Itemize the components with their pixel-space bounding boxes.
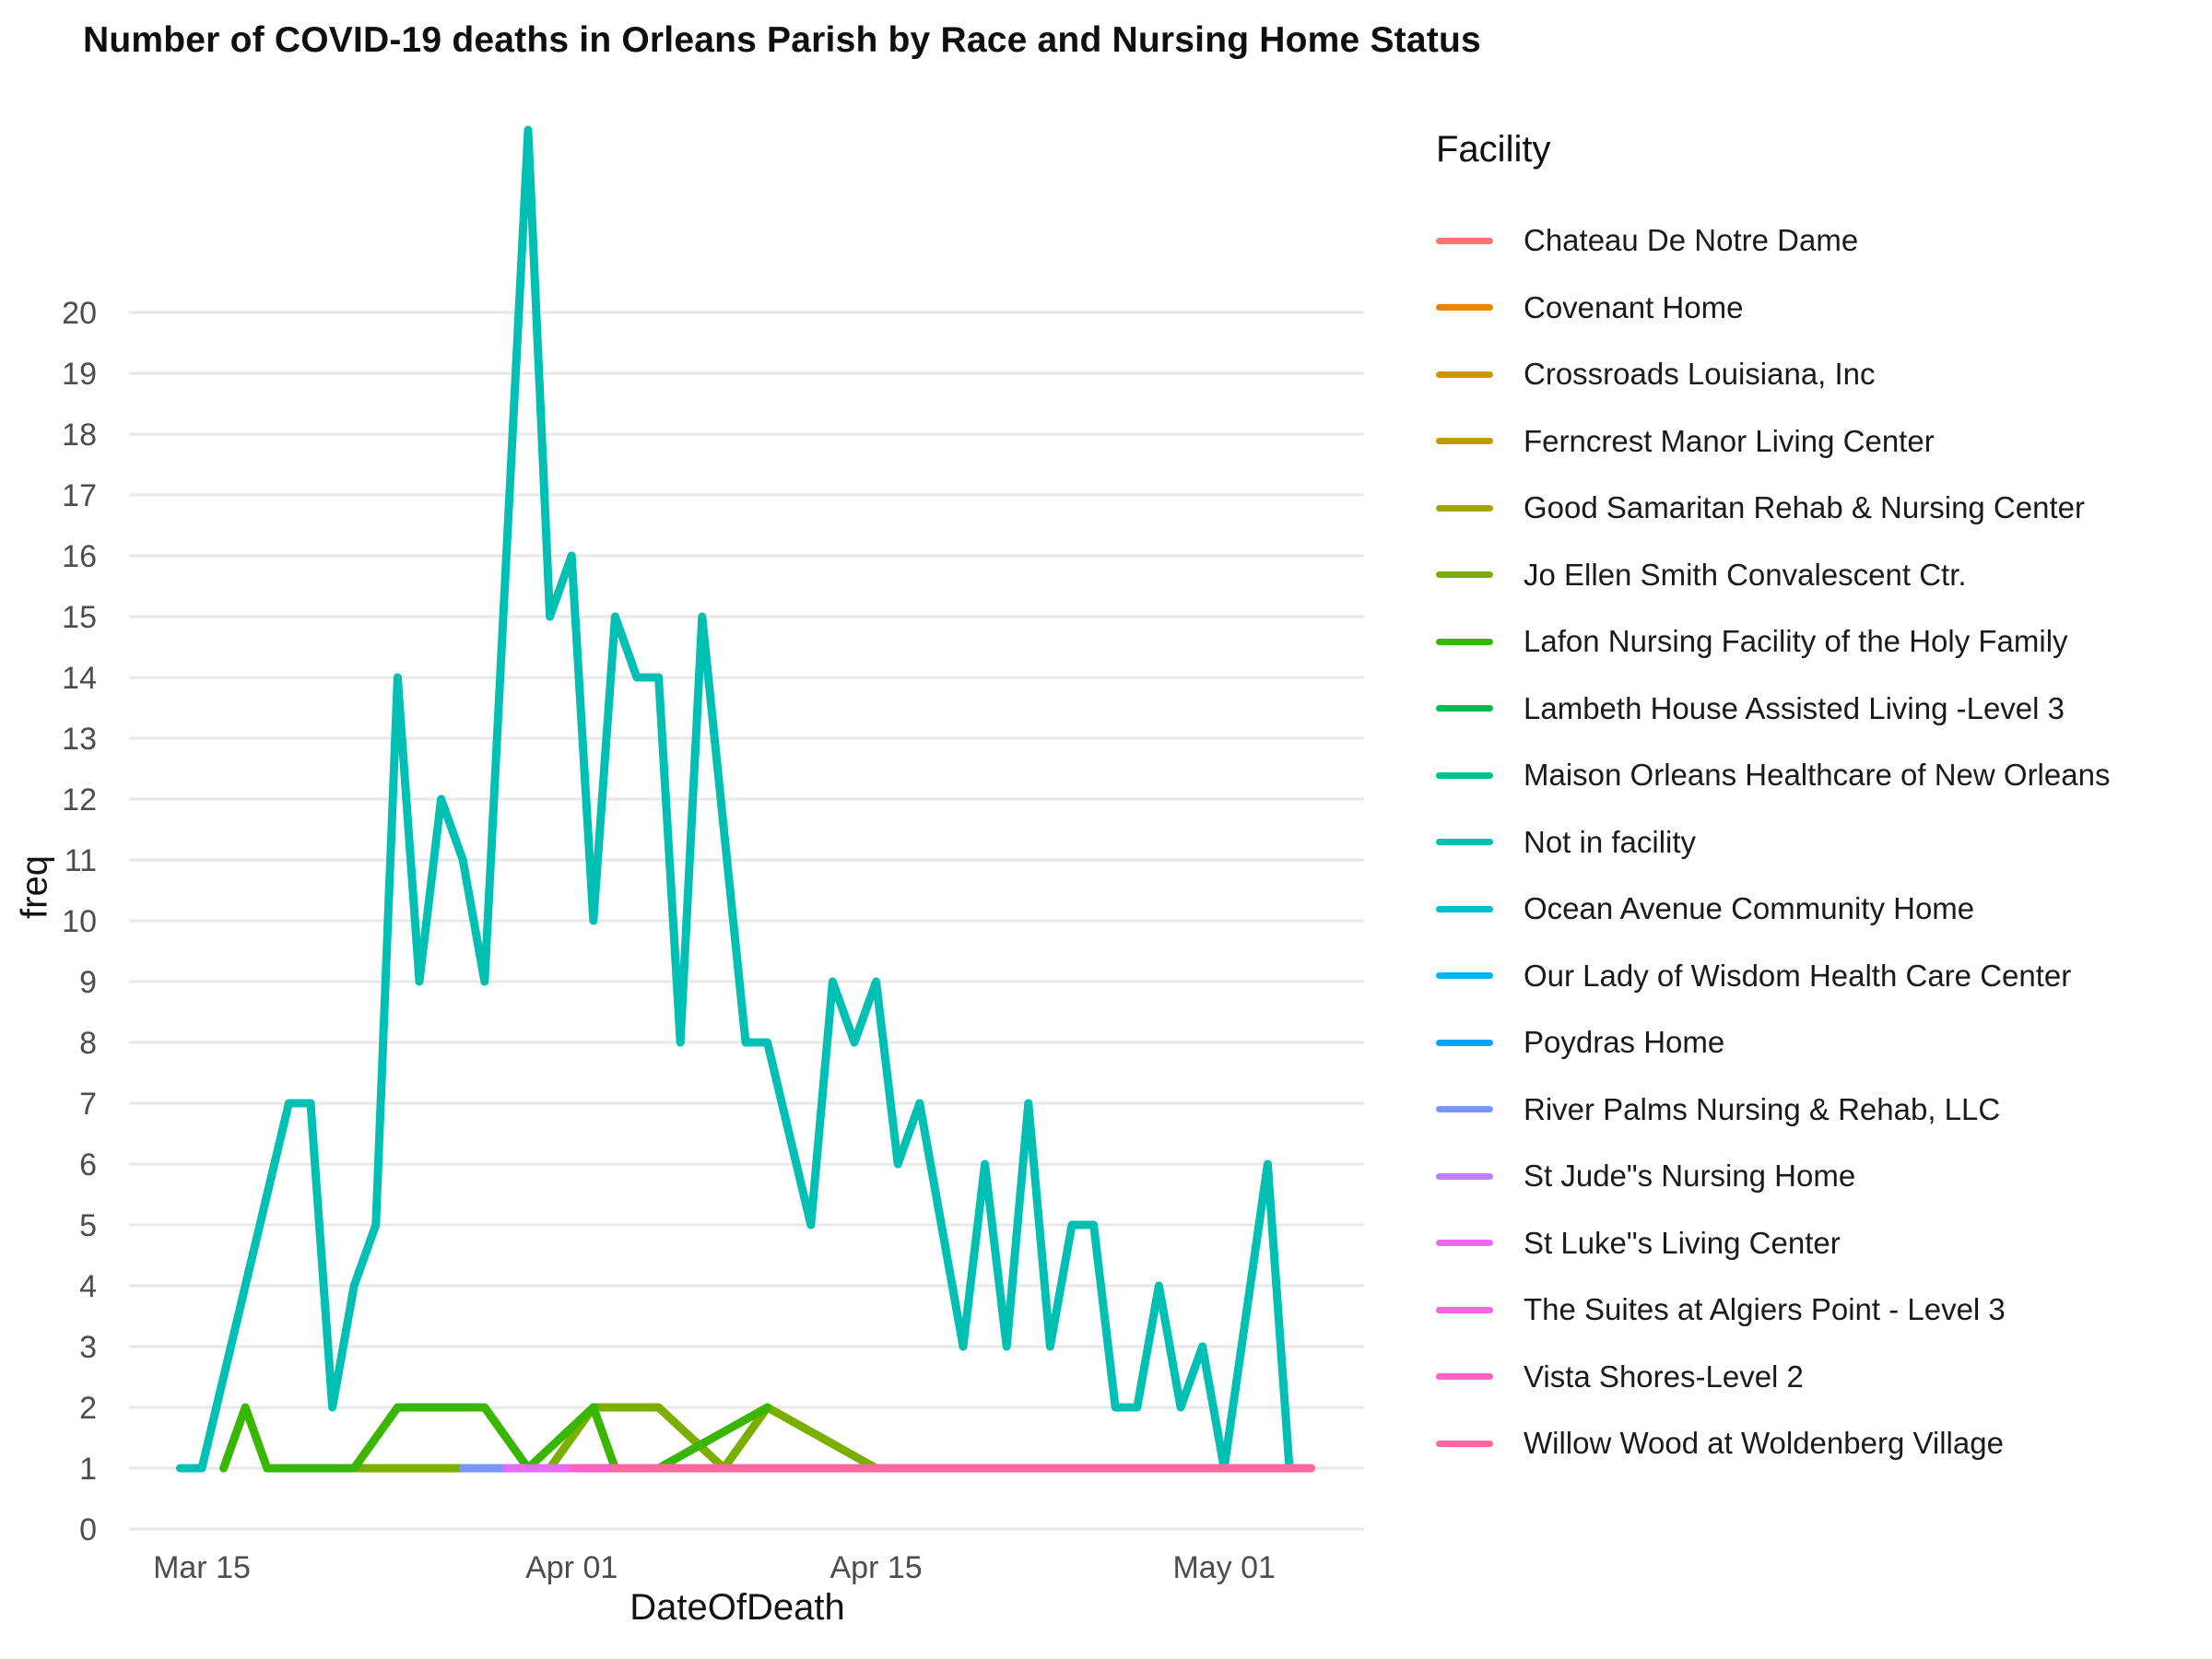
x-tick-label-May 01: May 01: [1172, 1550, 1276, 1585]
legend-title: Facility: [1436, 129, 1551, 170]
y-tick-label-17: 17: [62, 478, 97, 513]
legend-item-label: Maison Orleans Healthcare of New Orleans: [1524, 758, 2111, 793]
y-tick-label-11: 11: [65, 843, 97, 878]
legend-key-line: [1436, 1440, 1493, 1447]
legend-key-line: [1436, 571, 1493, 579]
y-tick-label-4: 4: [79, 1269, 97, 1304]
legend-item-label: Ferncrest Manor Living Center: [1524, 423, 1935, 458]
legend-item-label: St Jude"s Nursing Home: [1524, 1159, 1856, 1194]
y-tick-label-7: 7: [79, 1087, 97, 1122]
y-tick-label-13: 13: [62, 722, 97, 757]
x-tick-label-Apr 15: Apr 15: [830, 1550, 923, 1585]
legend-key-line: [1436, 839, 1493, 846]
legend-item: Lafon Nursing Facility of the Holy Famil…: [1436, 608, 2210, 676]
x-tick-label-Mar 15: Mar 15: [153, 1550, 251, 1585]
series-line-not-in-facility: [175, 125, 1294, 1473]
legend-item: Poydras Home: [1436, 1009, 2210, 1077]
legend-item-label: Our Lady of Wisdom Health Care Center: [1524, 958, 2072, 993]
legend-key-line: [1436, 438, 1493, 445]
legend-key-line: [1436, 1306, 1493, 1313]
legend-item-label: Good Samaritan Rehab & Nursing Center: [1524, 490, 2085, 525]
legend-item: Ocean Avenue Community Home: [1436, 876, 2210, 943]
y-tick-label-3: 3: [79, 1330, 97, 1365]
legend-item-label: Crossroads Louisiana, Inc: [1524, 357, 1876, 392]
legend-item: Lambeth House Assisted Living -Level 3: [1436, 676, 2210, 743]
legend-item: Ferncrest Manor Living Center: [1436, 408, 2210, 476]
legend-key-line: [1436, 1106, 1493, 1113]
legend-item: St Luke"s Living Center: [1436, 1210, 2210, 1277]
legend-key-line: [1436, 304, 1493, 312]
legend-item: Willow Wood at Woldenberg Village: [1436, 1410, 2210, 1477]
legend-key-line: [1436, 1240, 1493, 1247]
y-tick-label-5: 5: [79, 1208, 97, 1243]
legend-item: Vista Shores-Level 2: [1436, 1344, 2210, 1411]
legend-key-line: [1436, 771, 1493, 779]
x-tick-label-Apr 01: Apr 01: [525, 1550, 618, 1585]
legend-item: Crossroads Louisiana, Inc: [1436, 341, 2210, 408]
y-tick-label-20: 20: [62, 296, 97, 331]
x-axis-title: DateOfDeath: [629, 1587, 845, 1628]
legend-item-label: Not in facility: [1524, 824, 1697, 859]
y-tick-label-19: 19: [62, 357, 97, 392]
y-tick-label-15: 15: [62, 600, 97, 635]
legend-item: River Palms Nursing & Rehab, LLC: [1436, 1077, 2210, 1144]
y-tick-label-12: 12: [62, 782, 97, 818]
legend-key-line: [1436, 1039, 1493, 1046]
legend-item-label: Chateau De Notre Dame: [1524, 223, 1859, 258]
y-tick-label-1: 1: [79, 1452, 97, 1487]
legend-key-line: [1436, 972, 1493, 980]
legend-item: Not in facility: [1436, 809, 2210, 877]
y-tick-label-2: 2: [79, 1391, 97, 1426]
legend-key-line: [1436, 905, 1493, 912]
legend-item: Good Samaritan Rehab & Nursing Center: [1436, 475, 2210, 542]
legend-item-label: Covenant Home: [1524, 289, 1744, 324]
legend-item-label: St Luke"s Living Center: [1524, 1225, 1841, 1260]
y-tick-label-16: 16: [62, 539, 97, 574]
legend-item: Our Lady of Wisdom Health Care Center: [1436, 943, 2210, 1010]
legend-item-label: Vista Shores-Level 2: [1524, 1359, 1804, 1394]
legend-items: Chateau De Notre Dame Covenant Home Crossr…: [1436, 207, 2210, 1477]
y-tick-label-18: 18: [62, 418, 97, 453]
legend-item-label: The Suites at Algiers Point - Level 3: [1524, 1292, 2006, 1327]
legend-item-label: Ocean Avenue Community Home: [1524, 891, 1975, 926]
chart-title: Number of COVID-19 deaths in Orleans Par…: [83, 20, 1481, 60]
legend-key-line: [1436, 371, 1493, 378]
y-tick-label-14: 14: [62, 661, 97, 696]
series-line-jo-ellen-smith-convalescent-ctr-: [349, 1403, 1272, 1473]
legend-item: St Jude"s Nursing Home: [1436, 1143, 2210, 1210]
legend-item-label: Poydras Home: [1524, 1025, 1725, 1060]
y-tick-label-8: 8: [79, 1026, 97, 1061]
legend-item-label: Lambeth House Assisted Living -Level 3: [1524, 690, 2065, 725]
legend-key-line: [1436, 1172, 1493, 1180]
legend-key-line: [1436, 237, 1493, 244]
legend-key-line: [1436, 504, 1493, 512]
legend-key-line: [1436, 1373, 1493, 1381]
y-tick-label-9: 9: [79, 965, 97, 1000]
legend-item-label: Willow Wood at Woldenberg Village: [1524, 1426, 2004, 1461]
legend-item: The Suites at Algiers Point - Level 3: [1436, 1277, 2210, 1344]
legend-item-label: Jo Ellen Smith Convalescent Ctr.: [1524, 557, 1967, 592]
legend-item-label: River Palms Nursing & Rehab, LLC: [1524, 1091, 2001, 1126]
legend-item: Maison Orleans Healthcare of New Orleans: [1436, 742, 2210, 809]
y-tick-label-10: 10: [62, 904, 97, 939]
legend-item: Covenant Home: [1436, 275, 2210, 342]
y-tick-label-6: 6: [79, 1147, 97, 1182]
legend-item: Jo Ellen Smith Convalescent Ctr.: [1436, 542, 2210, 609]
y-axis-title: freq: [14, 855, 55, 919]
legend-item: Chateau De Notre Dame: [1436, 207, 2210, 275]
legend: Facility Chateau De Notre Dame Covenant H…: [1436, 129, 2210, 1477]
y-tick-label-0: 0: [79, 1512, 97, 1547]
legend-item-label: Lafon Nursing Facility of the Holy Famil…: [1524, 624, 2068, 659]
legend-key-line: [1436, 705, 1493, 712]
legend-key-line: [1436, 638, 1493, 645]
